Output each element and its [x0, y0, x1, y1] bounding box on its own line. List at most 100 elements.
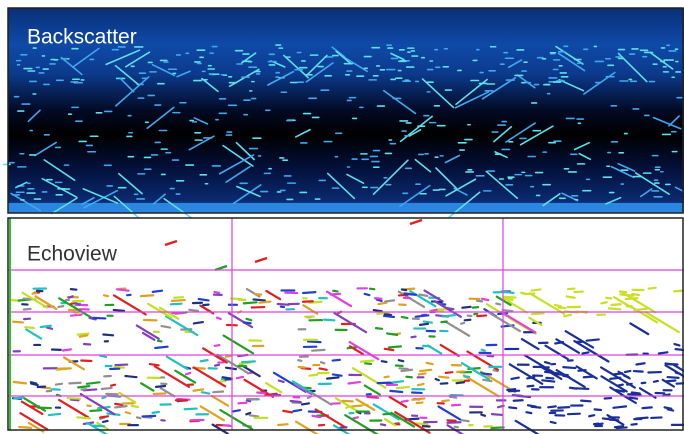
- echoview-tracks: [10, 218, 684, 434]
- echo: [639, 188, 653, 198]
- track: [488, 311, 521, 333]
- track: [242, 321, 252, 325]
- track: [512, 399, 524, 402]
- track: [24, 326, 36, 330]
- track: [227, 312, 254, 329]
- track: [79, 392, 116, 416]
- echo: [382, 89, 417, 115]
- track: [520, 291, 528, 296]
- track: [379, 423, 387, 427]
- track: [372, 403, 400, 421]
- track: [332, 289, 339, 293]
- track: [547, 405, 557, 409]
- track: [441, 313, 457, 318]
- track: [213, 343, 221, 348]
- track: [476, 314, 488, 318]
- track: [45, 326, 54, 330]
- track: [156, 339, 163, 343]
- echo: [493, 125, 513, 143]
- track: [555, 338, 581, 354]
- track: [355, 398, 376, 412]
- track: [197, 297, 210, 302]
- track: [61, 348, 72, 352]
- track: [666, 408, 675, 412]
- track: [254, 256, 268, 264]
- track: [213, 290, 221, 294]
- track: [510, 376, 520, 381]
- track: [377, 301, 388, 306]
- track: [363, 292, 371, 297]
- track: [348, 345, 365, 356]
- track: [418, 322, 430, 326]
- track: [373, 297, 383, 300]
- echo: [125, 51, 151, 68]
- track: [333, 312, 368, 334]
- track: [549, 420, 557, 425]
- track: [446, 421, 462, 424]
- track: [184, 371, 192, 376]
- track: [507, 389, 521, 393]
- track: [100, 386, 113, 391]
- echo: [557, 52, 586, 72]
- track: [245, 317, 253, 322]
- track: [101, 396, 107, 400]
- track: [224, 366, 238, 371]
- track: [302, 291, 317, 295]
- seabed-band: [8, 203, 684, 213]
- echo: [399, 115, 433, 143]
- track: [341, 399, 354, 403]
- track: [573, 290, 584, 294]
- track: [325, 290, 353, 308]
- track: [441, 399, 450, 403]
- track: [388, 395, 408, 409]
- track: [292, 408, 303, 413]
- track: [490, 412, 504, 417]
- track: [200, 391, 211, 395]
- track: [541, 379, 556, 383]
- track: [502, 295, 517, 299]
- echo: [617, 52, 648, 83]
- track: [390, 380, 405, 384]
- track: [158, 306, 180, 320]
- track: [641, 406, 653, 410]
- track: [482, 378, 493, 383]
- track: [437, 405, 462, 421]
- panel-label: Echoview: [27, 243, 118, 266]
- echo: [578, 152, 592, 161]
- track: [105, 392, 119, 396]
- track: [306, 395, 312, 400]
- echo: [232, 184, 262, 205]
- track: [326, 376, 340, 380]
- track: [216, 353, 250, 375]
- track: [159, 387, 176, 398]
- track: [607, 307, 622, 311]
- track: [665, 379, 677, 383]
- track: [165, 355, 189, 371]
- track: [118, 391, 137, 404]
- track: [479, 372, 493, 376]
- echo: [34, 141, 58, 157]
- echo: [83, 189, 119, 209]
- track: [240, 360, 256, 364]
- track: [245, 399, 252, 403]
- track: [66, 396, 82, 400]
- track: [318, 367, 328, 371]
- track: [319, 361, 326, 365]
- track: [492, 369, 499, 373]
- track: [664, 364, 684, 378]
- track: [192, 320, 204, 325]
- track: [615, 426, 628, 430]
- track: [78, 334, 89, 338]
- track: [601, 417, 610, 421]
- track: [112, 294, 147, 316]
- track: [662, 393, 671, 397]
- echo: [346, 173, 365, 184]
- track: [311, 348, 326, 352]
- track: [419, 368, 433, 373]
- track: [463, 318, 472, 322]
- track: [231, 409, 241, 413]
- track: [114, 363, 129, 367]
- track: [154, 384, 167, 388]
- echo: [435, 167, 458, 190]
- track: [387, 345, 403, 349]
